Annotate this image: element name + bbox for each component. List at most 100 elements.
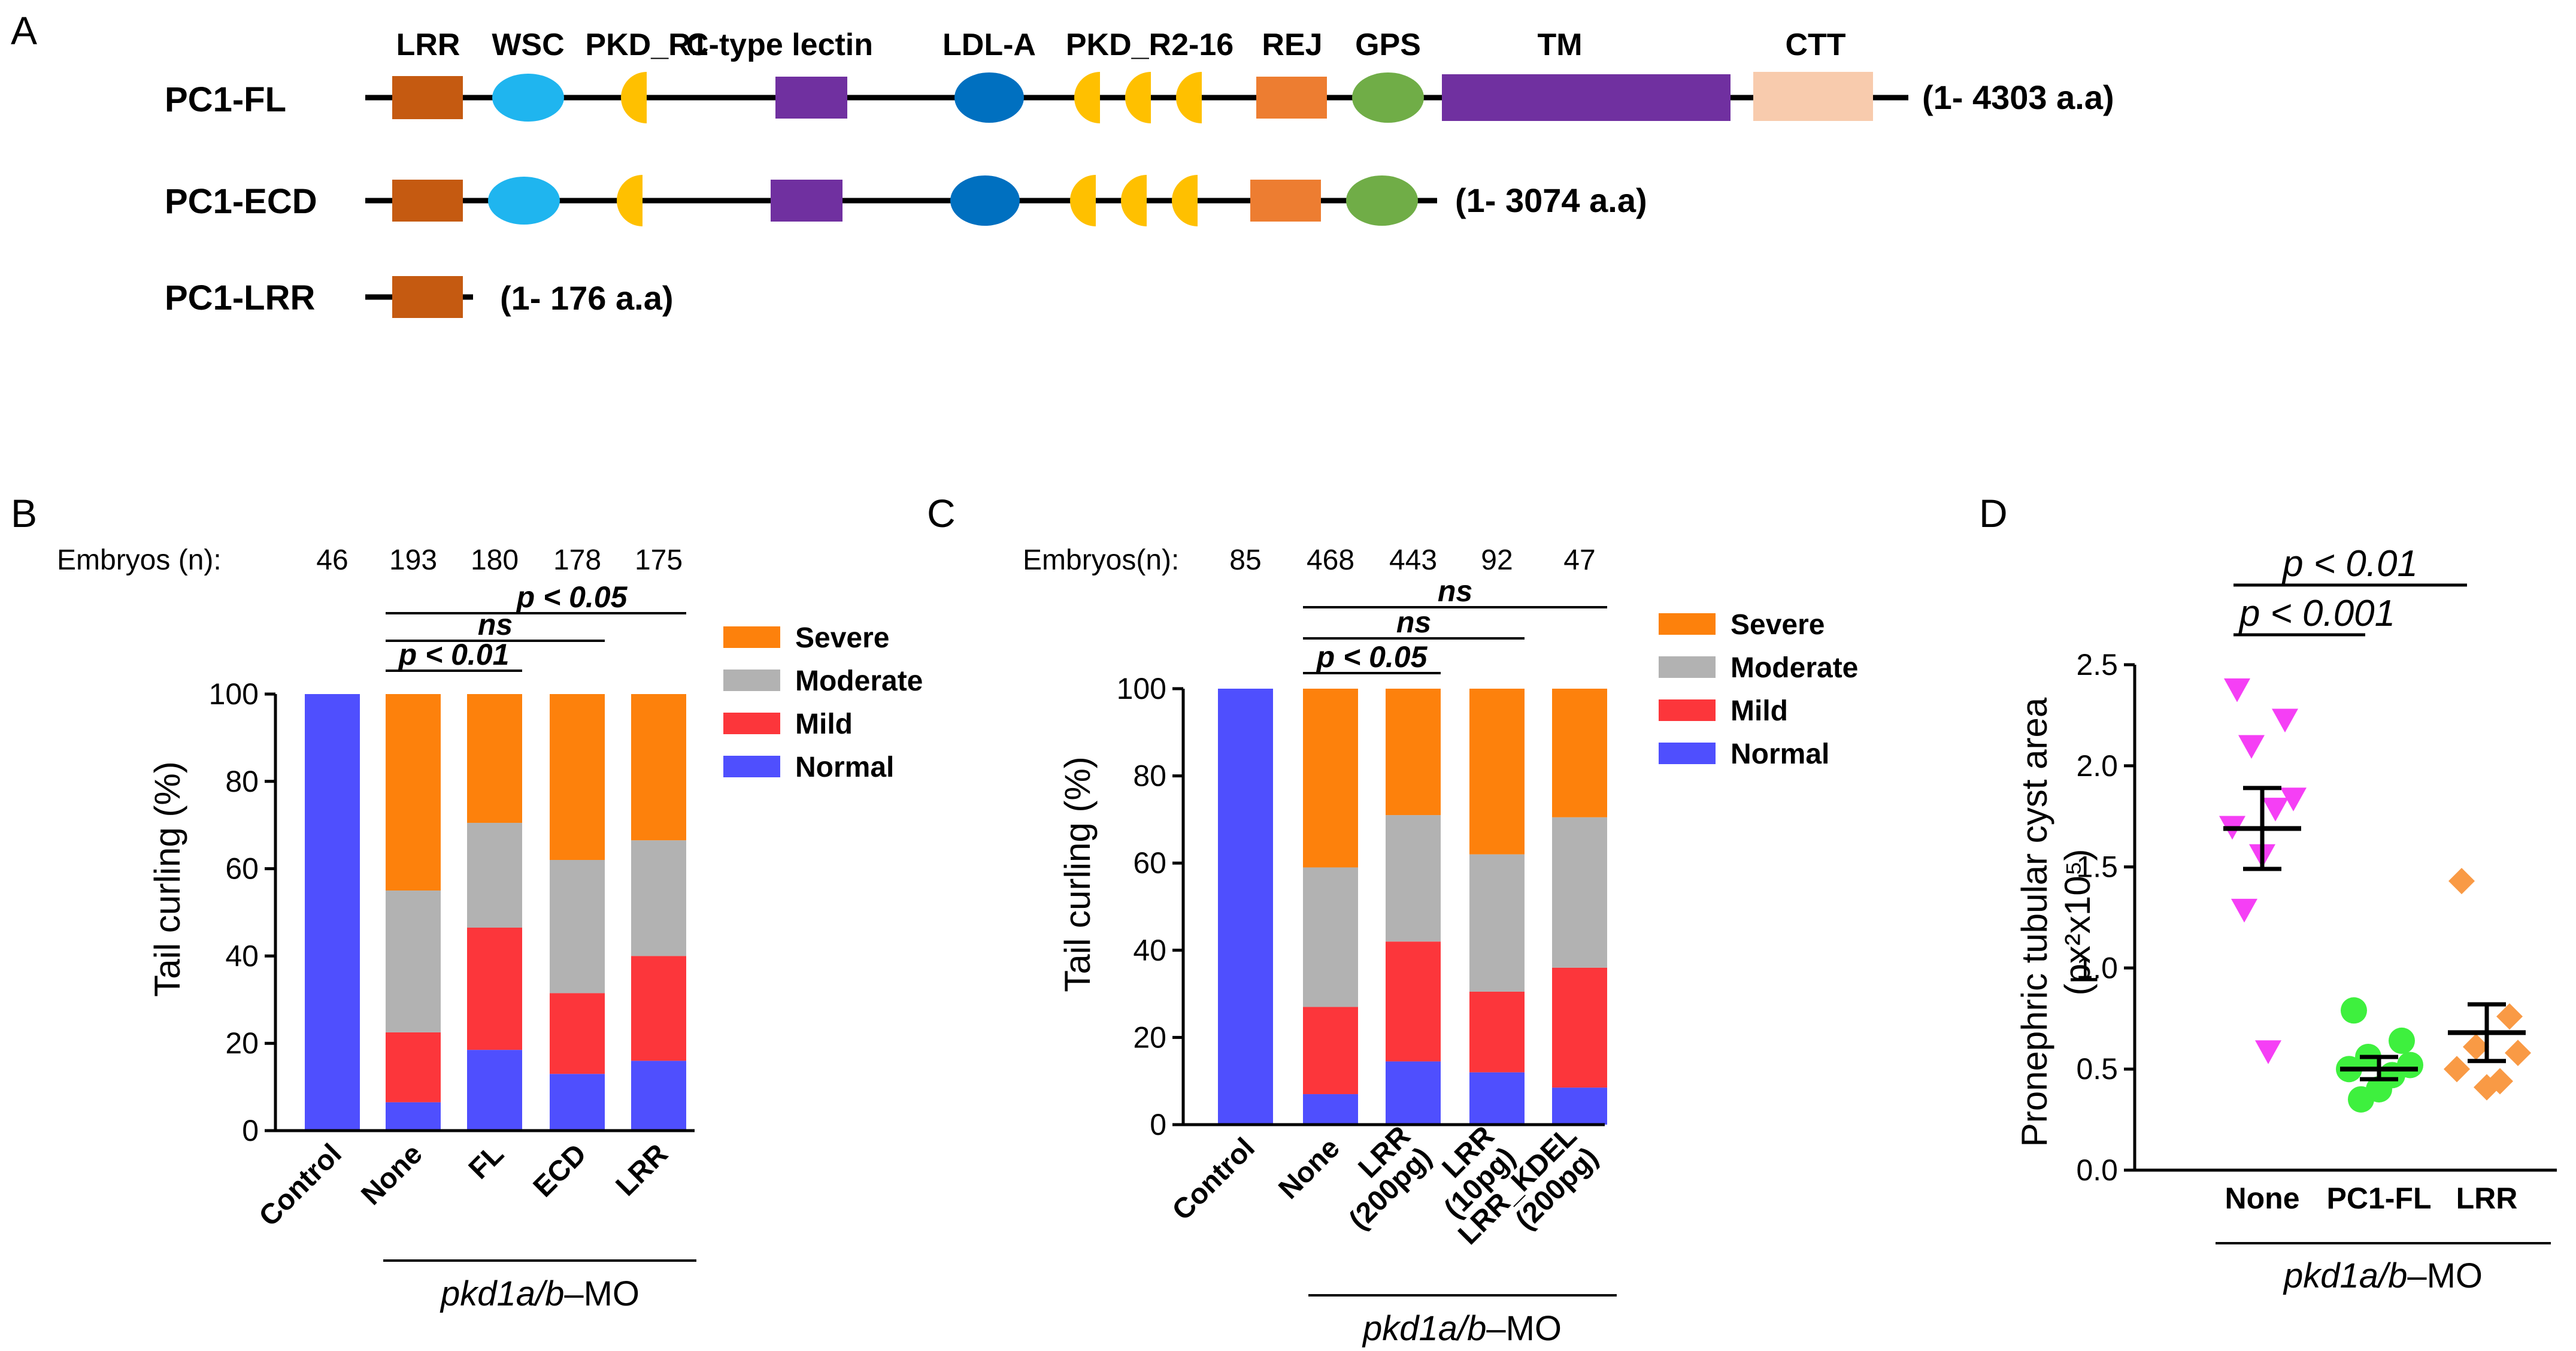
point-lrr: [2448, 868, 2475, 895]
embryo-count: 443: [1389, 544, 1437, 576]
bar-moderate-none: [386, 890, 441, 1032]
rej-domain: [1256, 77, 1327, 119]
x-tick-label-control: Control: [1166, 1132, 1261, 1226]
embryo-count: 468: [1307, 544, 1354, 576]
pkd-r2-16-domain: [1070, 175, 1096, 226]
x-tick-label-line: LRR: [610, 1138, 674, 1202]
domain-label-gps: GPS: [1355, 28, 1421, 62]
embryo-counts: 85 468 443 92 47: [1229, 544, 1595, 576]
y-tick-label: 80: [1133, 759, 1166, 793]
significance-label: p < 0.001: [2238, 593, 2395, 634]
bar-mild-none: [1303, 1007, 1358, 1095]
c-type-lectin-domain: [771, 180, 842, 222]
gps-domain: [1352, 72, 1424, 123]
embryo-count: 175: [635, 544, 683, 576]
y-tick-label: 2.5: [2076, 648, 2118, 681]
embryo-count: 46: [316, 544, 348, 576]
domain-label-ctt: CTT: [1785, 28, 1845, 62]
domain-label-rej: REJ: [1262, 28, 1322, 62]
embryo-count: 92: [1481, 544, 1513, 576]
lrr-domain: [392, 76, 463, 119]
point-none: [2224, 678, 2250, 702]
group-label: pkd1a/b–MO: [1362, 1309, 1562, 1348]
bar-moderate-ecd: [550, 860, 605, 993]
bar-normal-ecd: [550, 1074, 605, 1131]
legend-swatch-normal: [1659, 743, 1716, 764]
bar-mild-lrr-kdel-200pg: [1552, 967, 1607, 1088]
bar-normal-none: [1303, 1094, 1358, 1125]
x-tick-label-ecd: ECD: [528, 1138, 593, 1203]
construct-range: (1- 3074 a.a): [1455, 181, 1647, 219]
y-tick-label: 80: [225, 765, 259, 798]
point-none: [2238, 735, 2265, 759]
bar-moderate-lrr-kdel-200pg: [1552, 817, 1607, 968]
lrr-domain: [392, 180, 463, 222]
group-label-suffix: –MO: [564, 1274, 640, 1313]
y-tick-label: 60: [225, 852, 259, 886]
point-lrr: [2463, 1034, 2489, 1061]
x-tick-label-line: None: [1272, 1132, 1345, 1205]
legend-label-moderate: Moderate: [1731, 652, 1858, 684]
x-tick-label-pc1-fl: PC1-FL: [2327, 1182, 2432, 1215]
ldl-a-domain: [954, 72, 1024, 123]
y-axis-title: Tail curling (%): [1057, 756, 1098, 992]
legend-label-normal: Normal: [795, 752, 894, 783]
panel-c-letter: C: [927, 491, 956, 535]
bar-normal-lrr-10pg: [1469, 1072, 1525, 1125]
significance-brackets: p < 0.01 p < 0.001: [2233, 543, 2467, 637]
x-tick-label-line: FL: [463, 1138, 510, 1185]
y-tick-label: 1.0: [2076, 951, 2118, 985]
domain-label-tm: TM: [1537, 28, 1582, 62]
x-tick-label-line: ECD: [528, 1138, 593, 1203]
panel-b-letter: B: [11, 491, 37, 535]
y-axis-title-line2: (px²x10⁵): [2057, 849, 2098, 996]
pkd-r1-domain: [621, 72, 647, 123]
bar-severe-lrr-200pg: [1386, 689, 1441, 816]
embryo-count: 193: [389, 544, 437, 576]
x-axis-labels: None PC1-FL LRR: [2225, 1182, 2518, 1215]
scatter-points: [2219, 678, 2531, 1113]
y-tick-label: 100: [1117, 672, 1166, 705]
bar-moderate-lrr-200pg: [1386, 815, 1441, 942]
legend-label-mild: Mild: [795, 708, 853, 740]
point-none: [2262, 798, 2289, 822]
construct-pc1-lrr: PC1-LRR (1- 176 a.a): [165, 276, 674, 318]
pkd-r2-16-domain: [1172, 175, 1198, 226]
x-tick-label-lrr: LRR: [610, 1138, 674, 1202]
bar-mild-ecd: [550, 993, 605, 1074]
c-type-lectin-domain: [775, 77, 847, 119]
domain-label-ldl-a: LDL-A: [942, 28, 1036, 62]
bar-mild-none: [386, 1032, 441, 1102]
embryo-count: 85: [1229, 544, 1261, 576]
point-lrr: [2496, 1003, 2523, 1030]
x-tick-label-line: None: [355, 1138, 428, 1211]
legend: Severe Moderate Mild Normal: [723, 622, 923, 783]
point-none: [2280, 787, 2307, 811]
y-tick-label: 0: [242, 1114, 259, 1147]
legend-swatch-normal: [723, 756, 780, 777]
legend-label-normal: Normal: [1731, 738, 1829, 770]
panel-a-letter: A: [11, 8, 37, 53]
pkd-r1-domain: [617, 175, 643, 226]
significance-label: p < 0.01: [2281, 543, 2418, 584]
legend-label-severe: Severe: [1731, 609, 1825, 641]
pkd-r2-16-domain: [1074, 72, 1100, 123]
bar-normal-none: [386, 1102, 441, 1131]
y-tick-label: 40: [225, 939, 259, 973]
y-tick-label: 20: [1133, 1020, 1166, 1054]
domain-label-c-type-lectin: C-type lectin: [686, 28, 873, 62]
y-axis: 0 20 40 60 80 100: [1117, 672, 1185, 1141]
bar-moderate-lrr: [631, 840, 686, 956]
group-label: pkd1a/b–MO: [2283, 1256, 2483, 1295]
point-pc1-fl: [2348, 1086, 2374, 1113]
bar-severe-ecd: [550, 694, 605, 861]
bar-severe-fl: [467, 694, 522, 823]
panel-a: A LRR WSC PKD_R1 C-type lectin LDL-A PKD…: [11, 8, 2114, 318]
group-label-suffix: –MO: [2407, 1256, 2483, 1295]
panel-b: B Embryos (n): 46 193 180 178 175 p < 0.05ns…: [11, 491, 923, 1313]
significance-label: p < 0.01: [398, 638, 510, 671]
y-axis-title-line1: Pronephric tubular cyst area: [2014, 697, 2054, 1147]
bar-mild-fl: [467, 928, 522, 1050]
bar-normal-lrr: [631, 1061, 686, 1131]
